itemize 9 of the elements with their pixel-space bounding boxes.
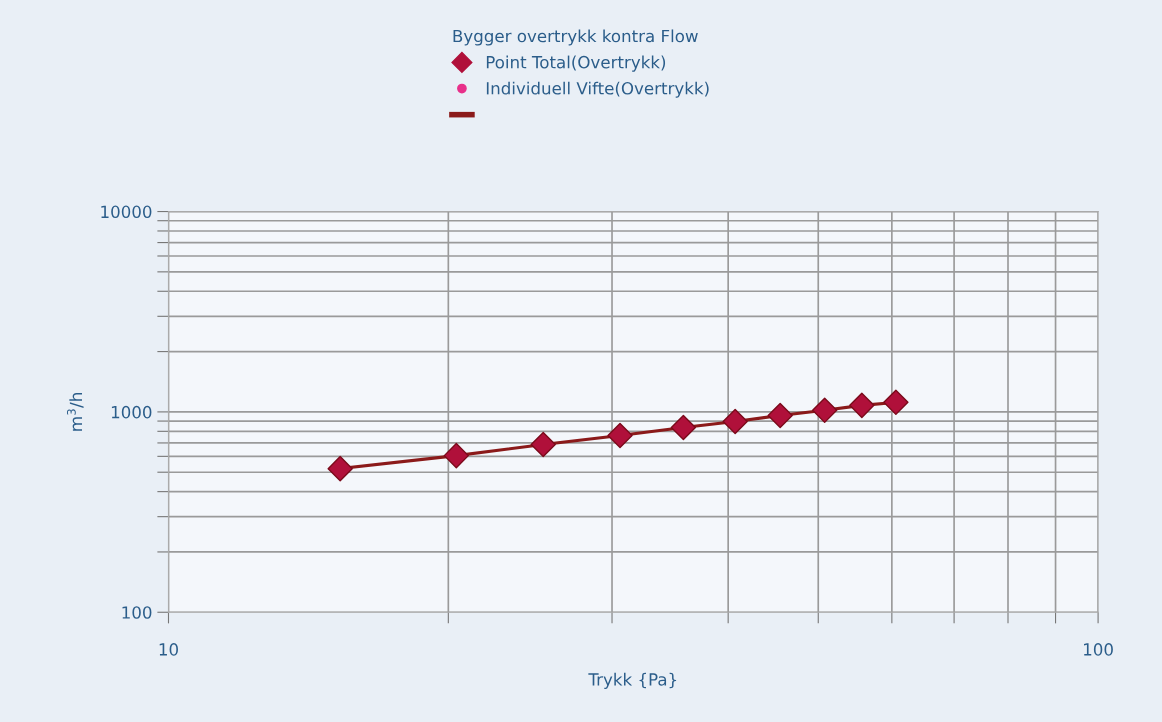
legend-label: Individuell Vifte(Overtrykk) (486, 81, 709, 98)
y-tick-label: 1000 (111, 405, 152, 419)
x-axis-title: Trykk {Pa} (588, 672, 677, 689)
y-tick-label: 100 (122, 606, 152, 619)
y-axis-title: m$^{3}$/h (66, 393, 84, 431)
x-tick-label: 10 (159, 643, 178, 656)
y-tick-label: 10000 (101, 205, 152, 219)
legend-label: Point Total(Overtrykk) (486, 55, 666, 72)
legend-title: Bygger overtrykk kontra Flow (453, 29, 698, 46)
